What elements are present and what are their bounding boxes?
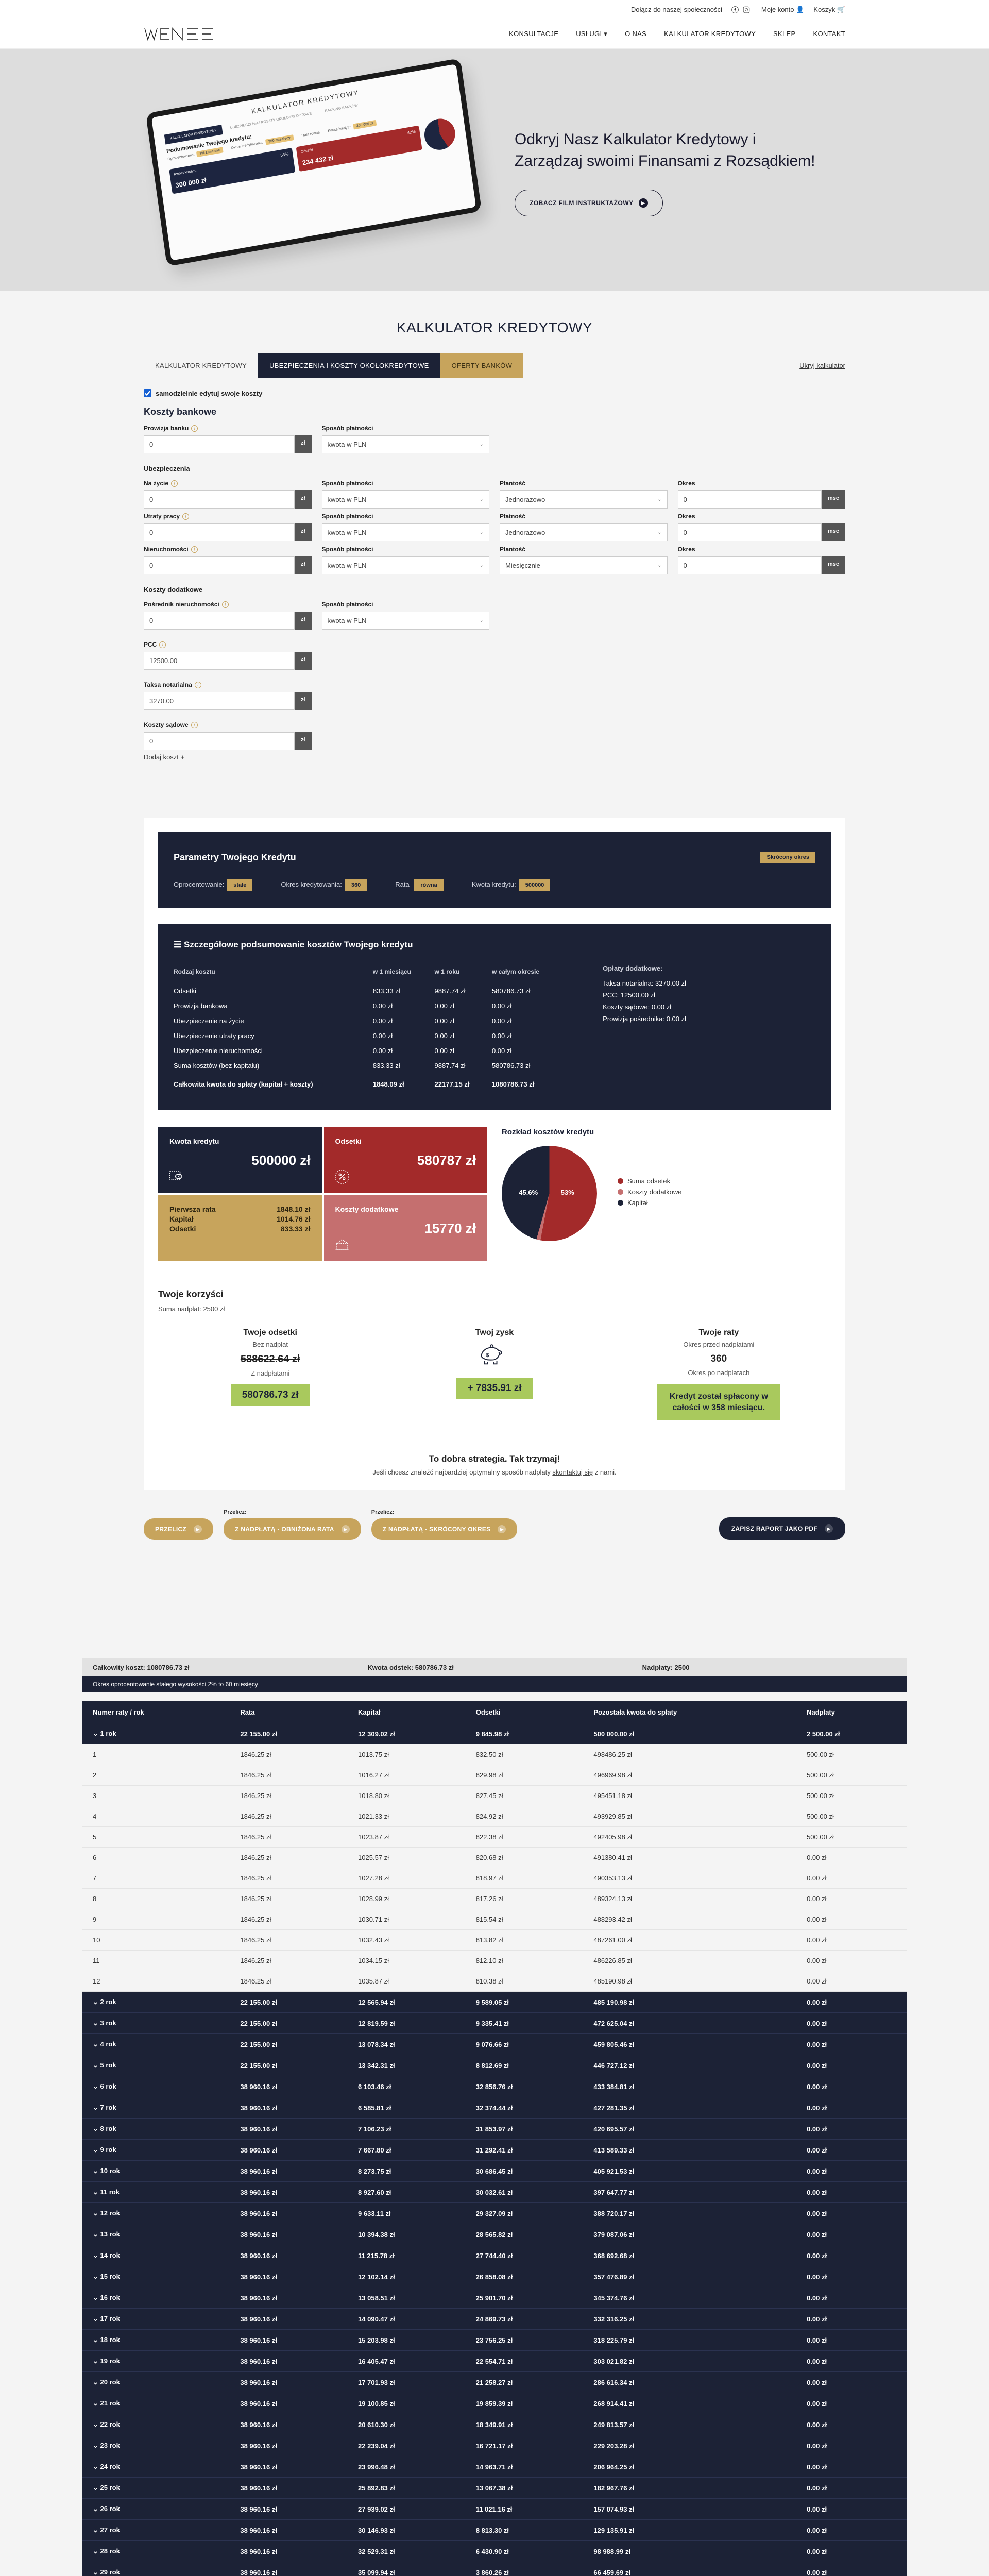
svg-text:$: $ — [486, 1353, 489, 1359]
